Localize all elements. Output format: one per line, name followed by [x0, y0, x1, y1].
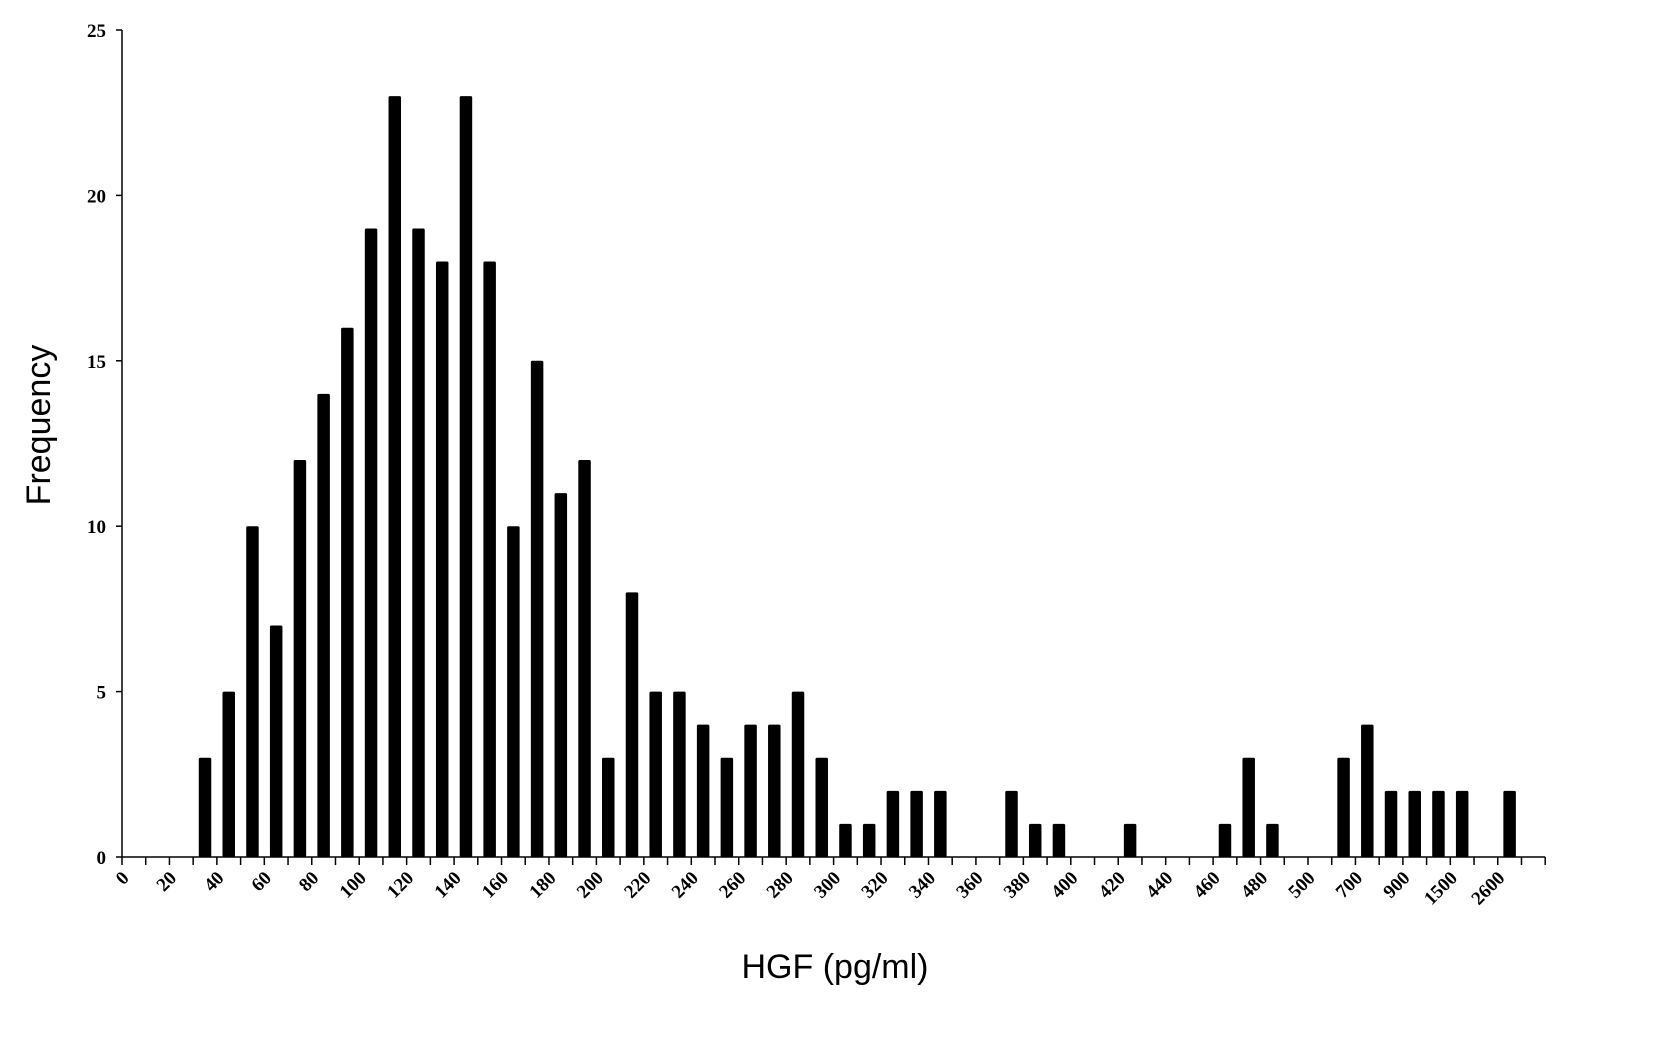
- bar: [886, 790, 900, 857]
- y-tick-label: 20: [87, 186, 106, 207]
- bar: [222, 691, 235, 857]
- bar: [388, 96, 402, 857]
- bar: [768, 724, 781, 857]
- bar: [1266, 823, 1279, 857]
- bar: [720, 757, 734, 857]
- y-tick-label: 10: [87, 517, 106, 538]
- bar: [246, 526, 259, 857]
- bar: [791, 691, 805, 857]
- bar: [269, 625, 283, 857]
- x-tick-label: 360: [952, 868, 987, 903]
- bar: [1123, 823, 1137, 857]
- x-tick-label: 120: [383, 868, 418, 903]
- bar: [1384, 790, 1398, 857]
- bar: [1432, 790, 1445, 857]
- bar: [293, 460, 307, 857]
- x-tick-label: 500: [1285, 868, 1320, 903]
- x-tick-label: 420: [1095, 868, 1130, 903]
- bar: [673, 691, 686, 857]
- bar: [198, 757, 212, 857]
- bar: [1028, 823, 1042, 857]
- x-tick-label: 140: [431, 868, 466, 903]
- x-tick-label: 900: [1379, 868, 1414, 903]
- x-tick-label: 2600: [1468, 868, 1510, 910]
- x-tick-label: 460: [1190, 868, 1225, 903]
- x-tick-label: 300: [810, 868, 845, 903]
- bar: [625, 592, 639, 857]
- x-tick-label: 280: [763, 868, 798, 903]
- bar: [862, 823, 876, 857]
- bar: [412, 228, 425, 858]
- x-tick-label: 240: [668, 868, 703, 903]
- x-tick-label: 200: [573, 868, 608, 903]
- x-tick-label: 0: [112, 868, 134, 890]
- x-tick-label: 440: [1142, 868, 1177, 903]
- x-tick-label: 160: [478, 868, 513, 903]
- x-tick-label: 60: [248, 868, 276, 896]
- bar: [839, 823, 852, 857]
- bar: [815, 757, 828, 857]
- x-tick-label: 340: [905, 868, 940, 903]
- bar: [1052, 823, 1066, 857]
- bar: [934, 790, 947, 857]
- bars: [198, 96, 1516, 858]
- bar: [317, 393, 330, 857]
- bar: [578, 460, 591, 857]
- bar: [341, 327, 354, 858]
- x-tick-label: 400: [1047, 868, 1082, 903]
- x-axis-label: HGF (pg/ml): [742, 948, 929, 986]
- y-tick-label: 25: [87, 21, 106, 42]
- y-tick-label: 15: [87, 352, 106, 373]
- bar: [1218, 823, 1232, 857]
- x-tick-label: 1500: [1420, 868, 1462, 910]
- x-tick-label: 700: [1332, 868, 1367, 903]
- x-tick-label: 20: [153, 868, 181, 896]
- bar: [1337, 757, 1350, 857]
- x-tick-label: 480: [1237, 868, 1272, 903]
- y-axis-label: Frequency: [20, 345, 58, 506]
- bar: [744, 724, 757, 857]
- x-tick-label: 260: [715, 868, 750, 903]
- bar: [530, 360, 544, 857]
- bar: [649, 691, 662, 857]
- y-tick-label: 5: [97, 683, 107, 704]
- bar: [483, 261, 496, 857]
- bar: [602, 757, 615, 857]
- x-tick-label: 320: [858, 868, 893, 903]
- bar: [507, 526, 520, 857]
- bar: [364, 228, 378, 858]
- bar: [1503, 790, 1516, 857]
- x-tick-label: 40: [200, 868, 228, 896]
- bar: [910, 790, 923, 857]
- axes: [116, 29, 1546, 865]
- bar: [435, 261, 449, 857]
- bar: [1361, 724, 1374, 857]
- bar: [459, 96, 473, 857]
- bar: [554, 493, 568, 857]
- bar: [1005, 790, 1018, 857]
- bar: [1408, 790, 1421, 857]
- x-tick-label: 180: [525, 868, 560, 903]
- x-tick-label: 80: [295, 868, 323, 896]
- x-tick-label: 220: [620, 868, 655, 903]
- x-tick-label: 100: [336, 868, 371, 903]
- y-tick-label: 0: [97, 848, 107, 869]
- bar: [1242, 757, 1255, 857]
- bar: [1455, 790, 1469, 857]
- bar: [696, 724, 710, 857]
- x-tick-label: 380: [1000, 868, 1035, 903]
